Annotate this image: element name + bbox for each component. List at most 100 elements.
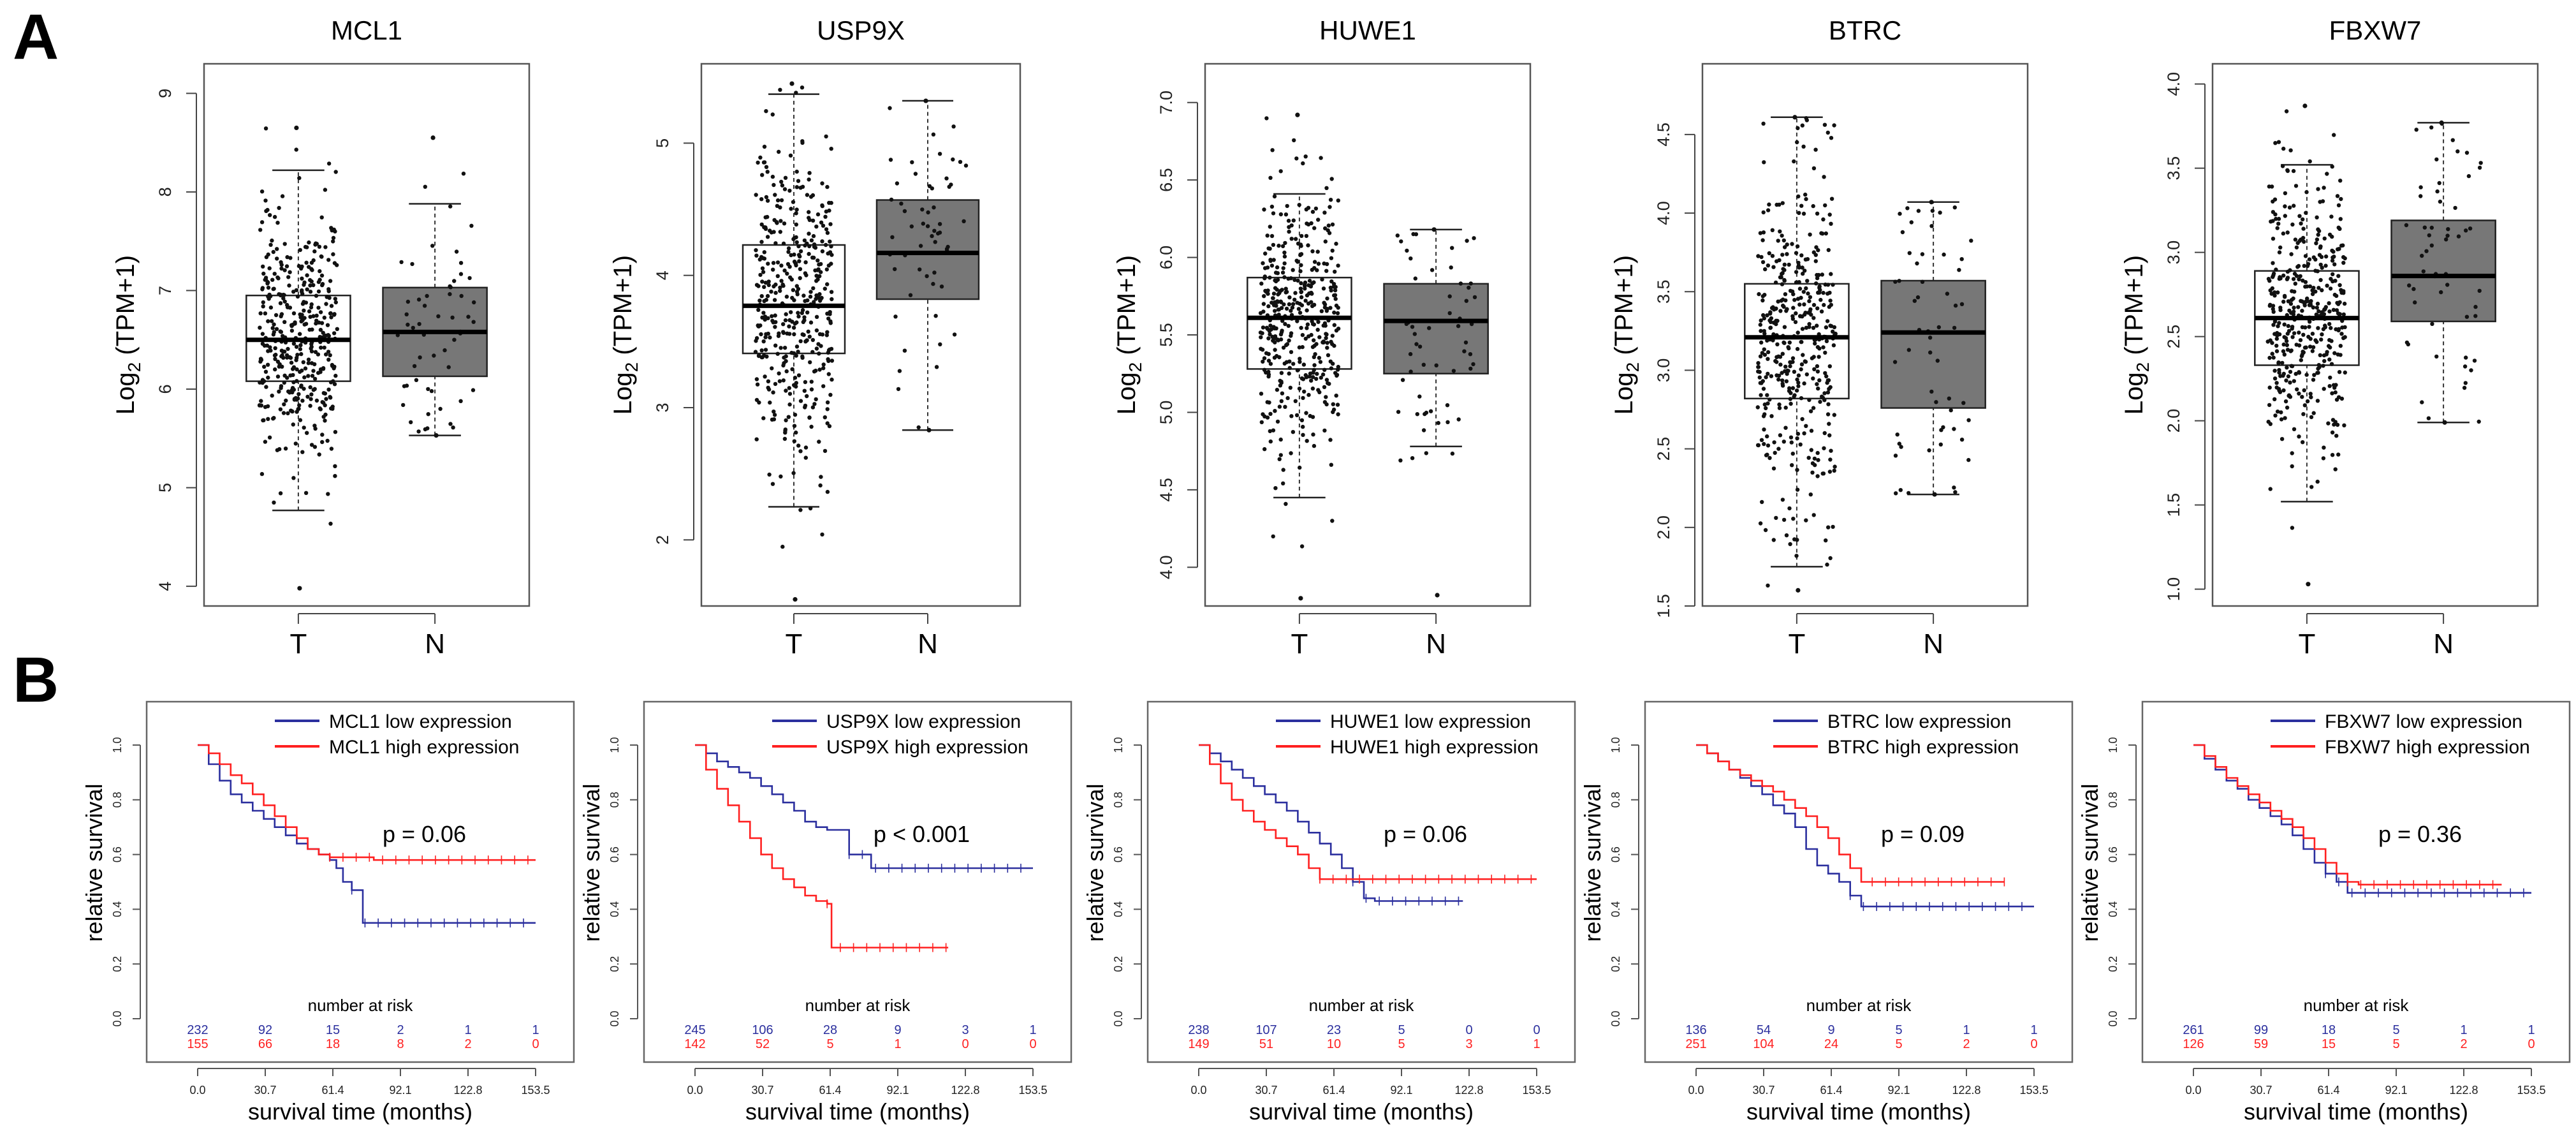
data-point xyxy=(1802,431,1806,436)
data-point xyxy=(1273,486,1278,491)
data-point xyxy=(783,431,787,435)
data-point xyxy=(1283,240,1287,246)
data-point xyxy=(1815,450,1820,455)
data-point xyxy=(1760,379,1765,383)
data-point xyxy=(1785,252,1789,256)
data-point xyxy=(1811,406,1816,410)
data-point xyxy=(1417,344,1423,349)
data-point xyxy=(1796,380,1801,385)
data-point xyxy=(2267,304,2272,308)
data-point xyxy=(1829,272,1833,276)
data-point xyxy=(1258,311,1263,315)
data-point xyxy=(794,222,799,227)
data-point xyxy=(1273,278,1277,283)
data-point xyxy=(2281,349,2286,353)
legend-label: HUWE1 low expression xyxy=(1330,711,1531,732)
p-value: p < 0.001 xyxy=(874,821,970,847)
data-point xyxy=(2336,225,2341,230)
data-point xyxy=(2274,381,2279,385)
data-point xyxy=(1801,144,1806,149)
data-point xyxy=(1328,438,1333,442)
data-point xyxy=(1314,206,1319,211)
data-point xyxy=(817,332,823,336)
data-point xyxy=(291,365,296,369)
data-point xyxy=(902,348,907,353)
x-tick-label: T xyxy=(289,628,307,660)
data-point xyxy=(2304,211,2308,215)
data-point xyxy=(317,244,322,249)
data-point xyxy=(1465,239,1469,243)
data-point xyxy=(423,184,427,189)
data-point xyxy=(2290,464,2294,469)
data-point xyxy=(1892,360,1898,364)
data-point xyxy=(2316,229,2322,233)
y-tick-label: 0.8 xyxy=(608,792,621,808)
x-tick-label: 61.4 xyxy=(1322,1084,1345,1097)
data-point xyxy=(2338,344,2343,348)
data-point xyxy=(1952,205,1957,210)
data-point xyxy=(1815,369,1820,374)
data-point xyxy=(1472,236,1476,240)
chart-title: USP9X xyxy=(817,15,905,45)
data-point xyxy=(321,330,325,335)
x-tick-label: 122.8 xyxy=(1952,1084,1980,1097)
data-point xyxy=(2298,274,2302,279)
data-point xyxy=(1815,382,1819,387)
data-point xyxy=(2318,353,2322,357)
data-points xyxy=(395,135,476,438)
data-point xyxy=(1769,414,1774,418)
data-point xyxy=(768,228,772,233)
data-point xyxy=(2311,345,2316,350)
data-point xyxy=(287,283,291,288)
data-point xyxy=(1304,411,1308,415)
data-point xyxy=(827,347,832,352)
y-label-main: Log xyxy=(1113,372,1141,415)
y-axis-label: relative survival xyxy=(1579,783,1606,942)
data-point xyxy=(1291,430,1296,434)
data-point xyxy=(2330,258,2335,263)
data-point xyxy=(810,350,815,354)
data-point xyxy=(284,264,289,269)
data-point xyxy=(282,299,287,304)
data-point xyxy=(765,214,770,219)
data-point xyxy=(1462,349,1467,353)
data-point xyxy=(1782,278,1787,283)
data-point xyxy=(1959,302,1965,306)
data-point xyxy=(1270,300,1274,305)
data-point xyxy=(1259,281,1264,286)
data-point xyxy=(271,332,276,337)
data-point xyxy=(1471,362,1475,367)
data-point xyxy=(1336,263,1340,268)
y-axis-label: Log2 (TPM+1) xyxy=(2120,255,2153,415)
data-point xyxy=(1755,405,1760,410)
chart-title: HUWE1 xyxy=(1319,15,1416,45)
data-point xyxy=(1811,513,1816,517)
data-point xyxy=(2310,332,2315,336)
data-point xyxy=(261,264,265,269)
data-point xyxy=(1299,290,1304,294)
data-point xyxy=(302,308,306,313)
data-point xyxy=(1266,292,1270,296)
data-point xyxy=(1271,534,1275,539)
data-point xyxy=(2271,271,2276,276)
data-point xyxy=(1793,320,1798,325)
y-tick-label: 0.6 xyxy=(2107,846,2119,862)
data-point xyxy=(1800,265,1804,270)
data-point xyxy=(819,297,823,301)
data-point xyxy=(266,285,271,290)
data-point xyxy=(798,276,802,281)
data-point xyxy=(1827,304,1831,309)
data-point xyxy=(1301,424,1305,429)
data-point xyxy=(951,157,955,162)
data-point xyxy=(1262,274,1268,279)
data-point xyxy=(932,228,937,233)
data-point xyxy=(264,255,269,260)
data-point xyxy=(267,266,272,270)
data-point xyxy=(1780,282,1785,286)
data-point xyxy=(429,388,434,394)
data-point xyxy=(757,299,762,303)
data-point xyxy=(1824,231,1828,236)
data-point xyxy=(1787,340,1792,345)
data-point xyxy=(1897,279,1901,283)
data-point xyxy=(2315,306,2319,310)
